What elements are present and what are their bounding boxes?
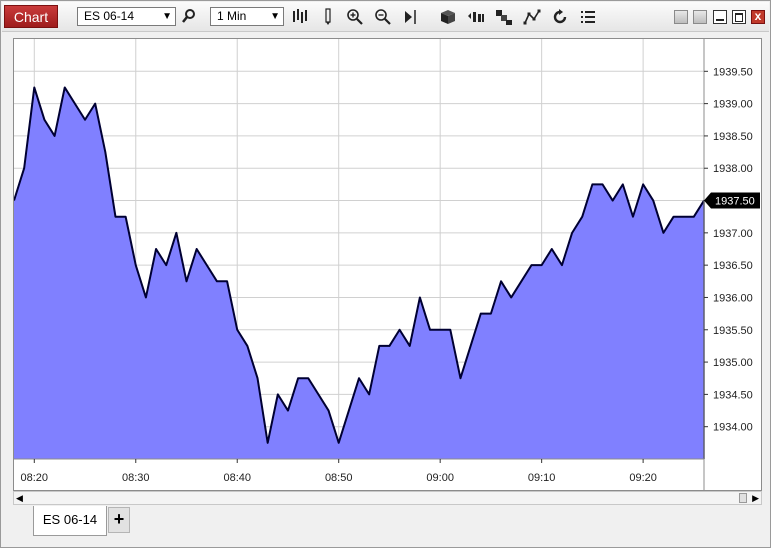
scroll-left-icon[interactable]: ◀ — [16, 493, 23, 503]
y-tick-label: 1934.00 — [713, 422, 753, 434]
list-icon[interactable] — [579, 8, 597, 26]
x-tick-label: 09:20 — [629, 472, 657, 484]
zoom-out-icon[interactable] — [374, 8, 392, 26]
interval-selector[interactable]: 1 Min ▼ — [210, 7, 284, 26]
cursor-icon[interactable] — [402, 8, 420, 26]
minimize-button[interactable] — [674, 10, 688, 24]
search-icon[interactable] — [180, 8, 198, 26]
drawing-tools-icon[interactable] — [523, 8, 541, 26]
y-tick-label: 1939.50 — [713, 66, 753, 78]
y-tick-label: 1937.00 — [713, 228, 753, 240]
instrument-value: ES 06-14 — [84, 9, 135, 23]
add-tab-button[interactable]: + — [108, 507, 130, 533]
x-tick-label: 08:20 — [21, 472, 49, 484]
chevron-down-icon: ▼ — [270, 11, 280, 22]
x-tick-label: 09:10 — [528, 472, 556, 484]
bar-spacing-icon[interactable] — [467, 8, 485, 26]
chevron-down-icon: ▼ — [162, 11, 172, 22]
y-tick-label: 1938.50 — [713, 131, 753, 143]
tab-es-06-14[interactable]: ES 06-14 — [33, 506, 107, 536]
chart-panel[interactable]: 1939.50 1939.00 1938.50 1938.00 1937.50 1937.… — [13, 38, 762, 491]
y-tick-label: 1936.00 — [713, 292, 753, 304]
zoom-in-icon[interactable] — [346, 8, 364, 26]
minimize-window-button[interactable] — [713, 10, 727, 24]
current-price-marker — [704, 192, 760, 209]
price-chart[interactable]: 1939.50 1939.00 1938.50 1938.00 1937.50 1937.… — [13, 39, 761, 490]
x-tick-label: 08:40 — [223, 472, 251, 484]
price-line — [13, 86, 705, 444]
y-tick-label: 1935.50 — [713, 325, 753, 337]
price-area — [14, 87, 704, 460]
scroll-right-icon[interactable]: ▶ — [752, 493, 759, 503]
x-tick-label: 08:50 — [325, 472, 353, 484]
steps-icon[interactable] — [495, 8, 513, 26]
horizontal-scrollbar[interactable]: ◀ ▶ — [13, 491, 762, 505]
x-tick-label: 08:30 — [122, 472, 150, 484]
bar-type-icon[interactable] — [292, 8, 310, 26]
interval-value: 1 Min — [217, 9, 247, 23]
current-price-label: 1937.50 — [715, 196, 755, 208]
y-tick-label: 1936.50 — [713, 260, 753, 272]
scrollbar-thumb[interactable] — [739, 493, 747, 503]
y-tick-label: 1939.00 — [713, 99, 753, 111]
pencil-icon[interactable] — [319, 8, 337, 26]
chart-menu-button[interactable]: Chart — [4, 5, 58, 28]
maximize-button[interactable] — [732, 10, 746, 24]
y-tick-label: 1938.00 — [713, 163, 753, 175]
toolbar: Chart ES 06-14 ▼ 1 Min ▼ — [2, 2, 769, 32]
close-button[interactable]: x — [751, 10, 765, 24]
reload-icon[interactable] — [551, 8, 569, 26]
y-tick-label: 1934.50 — [713, 389, 753, 401]
y-tick-label: 1935.00 — [713, 357, 753, 369]
x-tick-label: 09:00 — [426, 472, 454, 484]
restore-button[interactable] — [693, 10, 707, 24]
instrument-selector[interactable]: ES 06-14 ▼ — [77, 7, 176, 26]
box-icon[interactable] — [439, 8, 457, 26]
